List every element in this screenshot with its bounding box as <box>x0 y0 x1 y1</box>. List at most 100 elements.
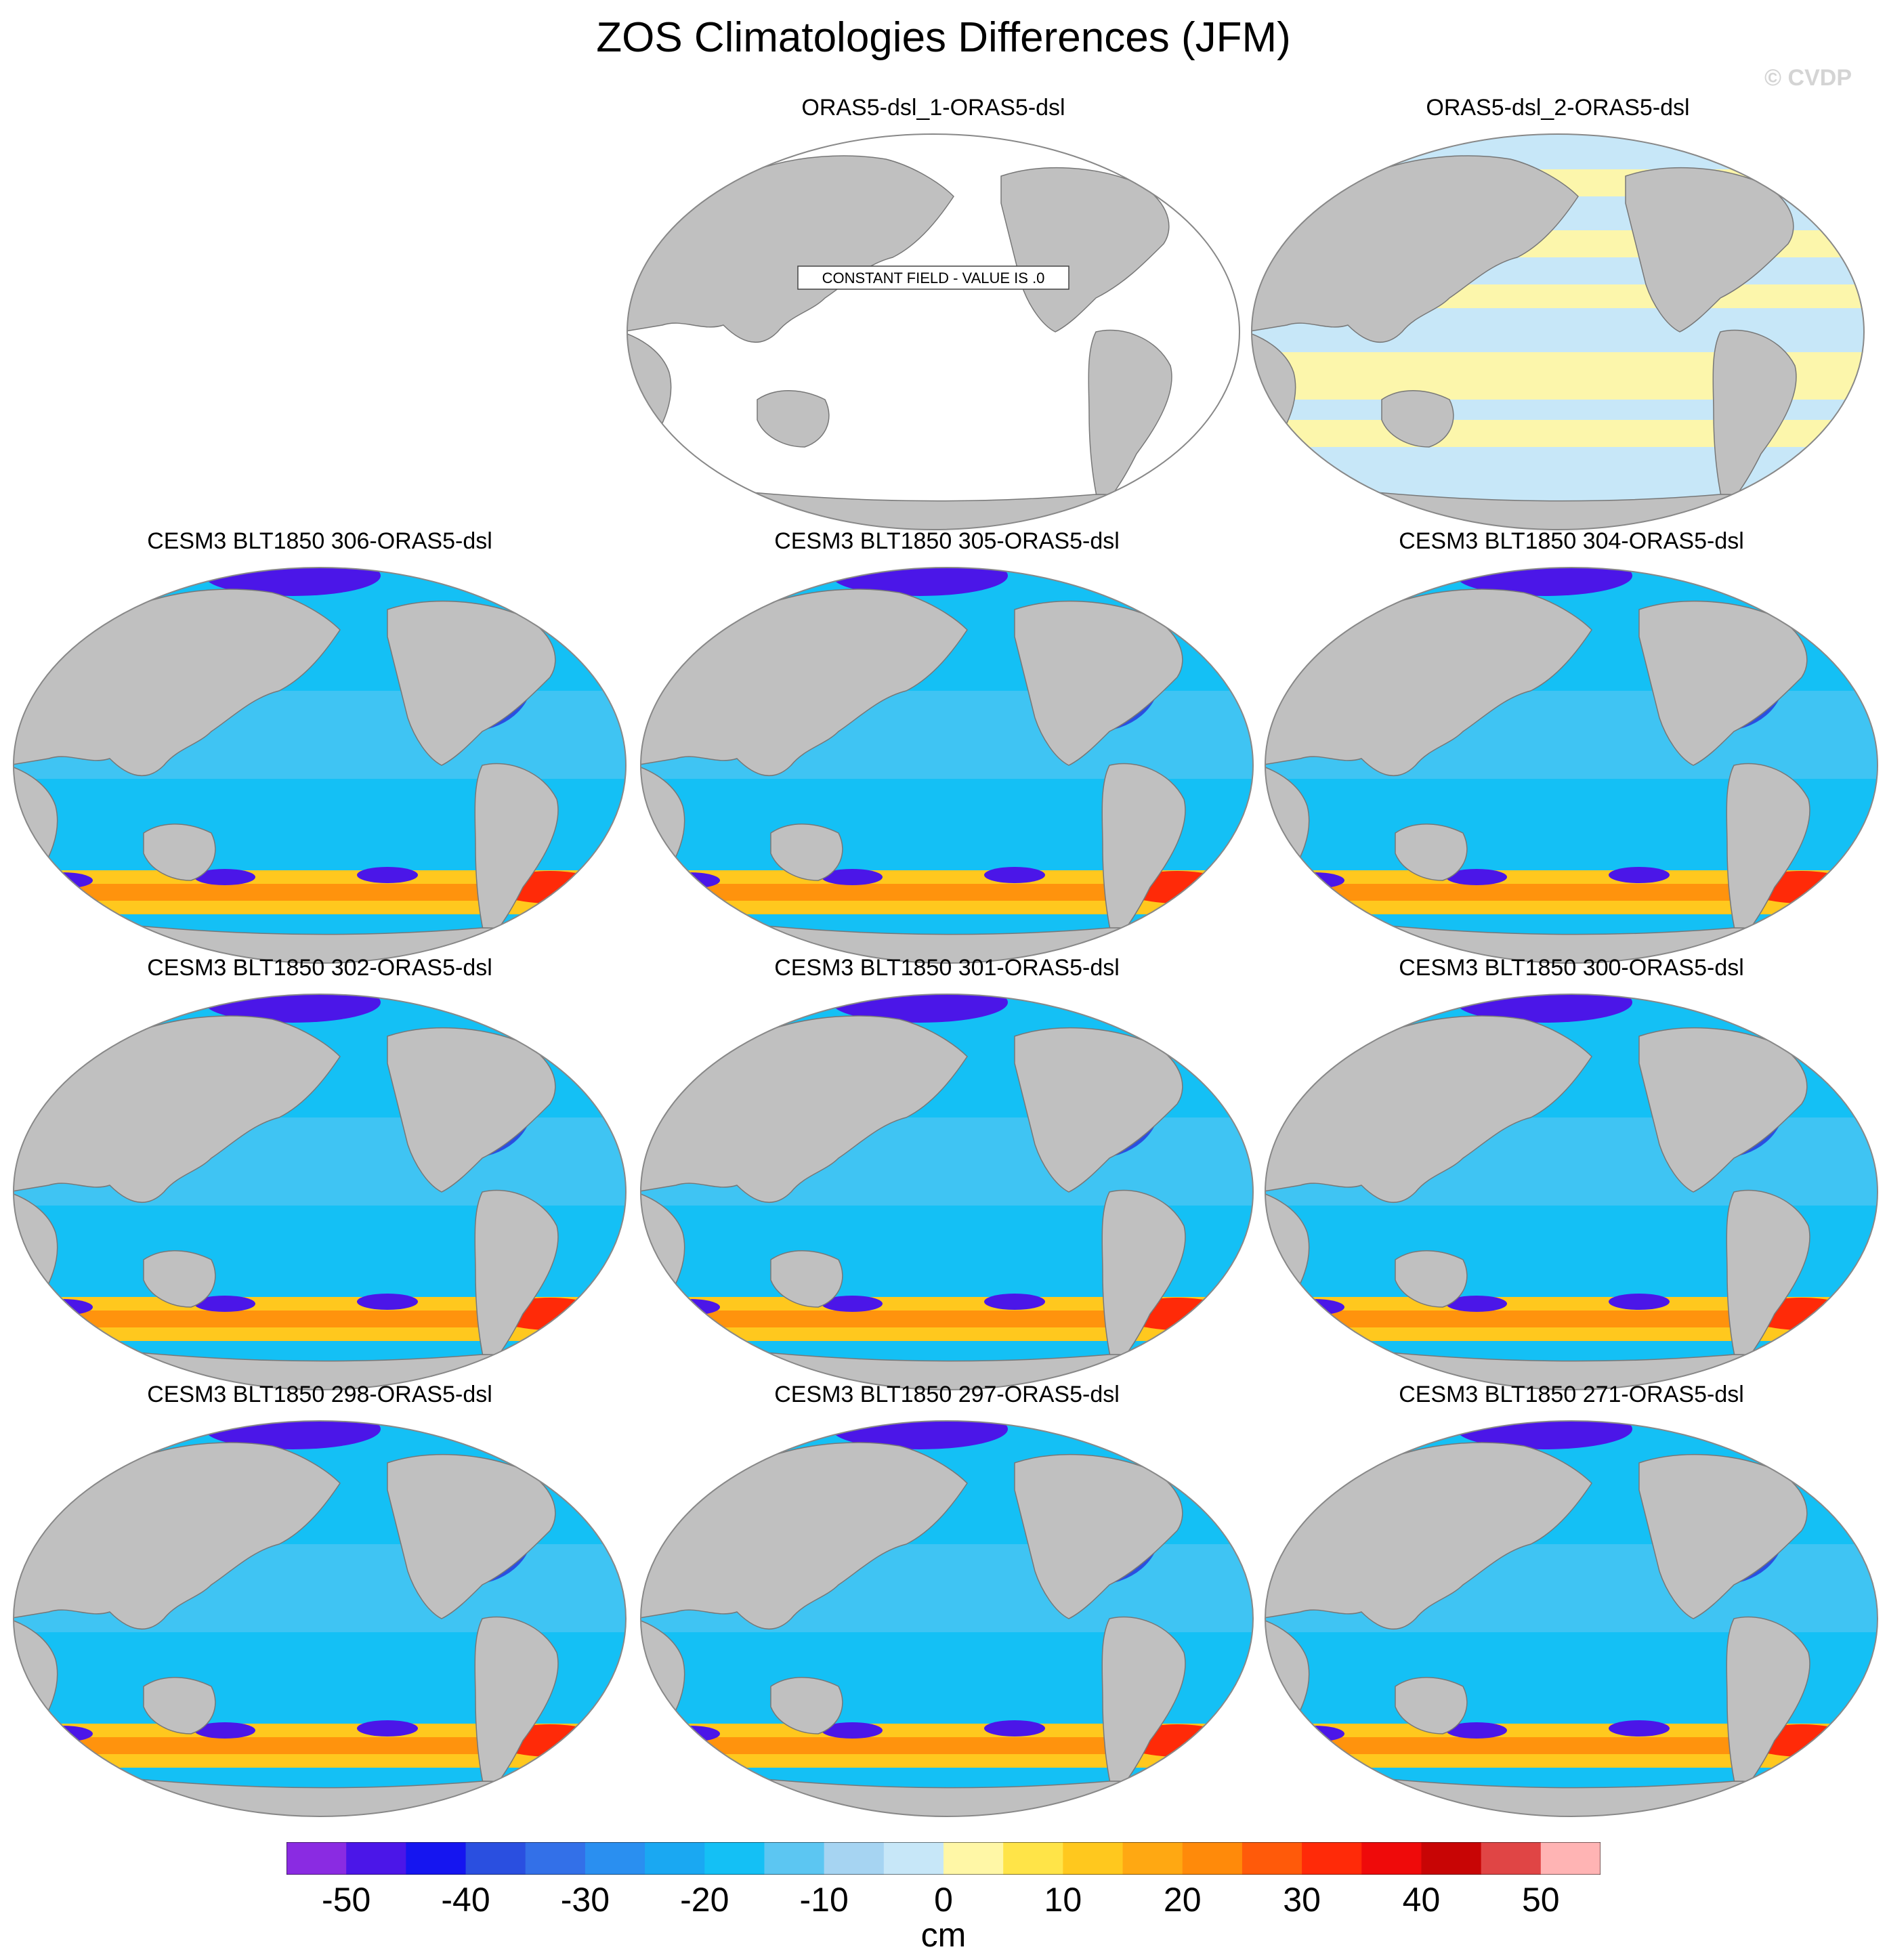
colorbar-swatch <box>287 1842 347 1875</box>
north-america-landmass <box>1638 1453 1808 1619</box>
southern-ocean-eddy <box>357 1294 418 1310</box>
arctic-negative-anomaly <box>832 1421 1008 1449</box>
map-panel: CESM3 BLT1850 271-ORAS5-dsl <box>1260 1382 1883 1825</box>
greenland-landmass <box>522 1000 585 1045</box>
constant-field-note: CONSTANT FIELD - VALUE IS .0 <box>797 265 1069 290</box>
north-america-landmass <box>1638 600 1808 766</box>
robinson-map <box>13 1420 627 1817</box>
robinson-map <box>1265 567 1878 964</box>
colorbar-swatch <box>465 1842 526 1875</box>
southern-ocean-eddy <box>1284 872 1344 889</box>
map-panel: CESM3 BLT1850 297-ORAS5-dsl <box>635 1382 1258 1825</box>
north-america-landmass <box>387 1027 556 1193</box>
panel-title: CESM3 BLT1850 305-ORAS5-dsl <box>774 528 1120 554</box>
arctic-negative-anomaly <box>205 994 381 1023</box>
greenland-landmass <box>1149 1000 1212 1045</box>
map-border <box>1251 133 1865 530</box>
map-panel: CESM3 BLT1850 304-ORAS5-dsl <box>1260 528 1883 972</box>
colorbar-tick-label: -30 <box>560 1881 610 1919</box>
arctic-negative-anomaly <box>832 568 1008 596</box>
colorbar-swatch <box>1242 1842 1302 1875</box>
arctic-negative-anomaly <box>205 1421 381 1449</box>
map-panel: CESM3 BLT1850 305-ORAS5-dsl <box>635 528 1258 972</box>
arctic-negative-anomaly <box>205 568 381 596</box>
robinson-map <box>640 567 1254 964</box>
southern-ocean-eddy <box>1609 1294 1670 1310</box>
map-panel: CESM3 BLT1850 300-ORAS5-dsl <box>1260 955 1883 1399</box>
robinson-map <box>640 1420 1254 1817</box>
southern-ocean-eddy <box>1284 1299 1344 1315</box>
arctic-negative-anomaly <box>832 994 1008 1023</box>
southern-ocean-eddy <box>32 1726 93 1742</box>
southern-ocean-eddy <box>659 1299 720 1315</box>
panel-title: ORAS5-dsl_2-ORAS5-dsl <box>1426 95 1690 121</box>
southern-ocean-eddy <box>822 869 883 885</box>
colorbar-tick-label: 40 <box>1402 1881 1441 1919</box>
robinson-map <box>1265 994 1878 1390</box>
map-panel: CESM3 BLT1850 298-ORAS5-dsl <box>8 1382 631 1825</box>
map-border <box>1265 994 1878 1390</box>
colorbar <box>287 1842 1600 1875</box>
south-america-landmass <box>1712 329 1797 509</box>
greenland-landmass <box>1773 573 1836 618</box>
greenland-landmass <box>1773 1000 1836 1045</box>
southern-ocean-eddy <box>1609 1720 1670 1737</box>
robinson-map <box>13 994 627 1390</box>
map-panel: ORAS5-dsl_2-ORAS5-dsl <box>1246 95 1869 538</box>
greenland-landmass <box>1149 1426 1212 1472</box>
southern-ocean-eddy <box>357 1720 418 1737</box>
map-panel: CESM3 BLT1850 302-ORAS5-dsl <box>8 955 631 1399</box>
colorbar-tick-label: 30 <box>1283 1881 1321 1919</box>
colorbar-swatch <box>585 1842 645 1875</box>
south-america-landmass <box>1726 763 1810 943</box>
colorbar-swatch <box>1122 1842 1183 1875</box>
colorbar-tick-label: -10 <box>799 1881 849 1919</box>
north-america-landmass <box>1014 1453 1183 1619</box>
colorbar-swatch <box>883 1842 944 1875</box>
australia-landmass <box>143 824 216 881</box>
map-border <box>640 567 1254 964</box>
southern-ocean-eddy <box>984 1720 1045 1737</box>
southern-ocean-eddy <box>357 867 418 883</box>
panel-title: CESM3 BLT1850 304-ORAS5-dsl <box>1399 528 1744 554</box>
southern-ocean-eddy <box>822 1296 883 1312</box>
south-america-landmass <box>1101 1189 1186 1369</box>
colorbar-swatch <box>944 1842 1004 1875</box>
colorbar-tick-label: 20 <box>1163 1881 1202 1919</box>
colorbar-swatch <box>1421 1842 1482 1875</box>
colorbar-swatch <box>824 1842 885 1875</box>
south-america-landmass <box>474 763 559 943</box>
colorbar-unit: cm <box>920 1916 967 1954</box>
colorbar-tick-label: -40 <box>441 1881 490 1919</box>
colorbar-swatch <box>645 1842 705 1875</box>
south-america-landmass <box>1088 329 1172 509</box>
southern-ocean-eddy <box>984 1294 1045 1310</box>
australia-landmass <box>770 1677 843 1734</box>
southern-ocean-eddy <box>194 1296 255 1312</box>
australia-landmass <box>143 1677 216 1734</box>
map-border <box>1265 567 1878 964</box>
southern-ocean-eddy <box>822 1722 883 1739</box>
arctic-negative-anomaly <box>1456 1421 1632 1449</box>
robinson-map: CONSTANT FIELD - VALUE IS .0 <box>627 133 1240 530</box>
australia-landmass <box>1395 1677 1468 1734</box>
panel-title: ORAS5-dsl_1-ORAS5-dsl <box>801 95 1065 121</box>
map-border <box>627 133 1240 530</box>
robinson-map <box>640 994 1254 1390</box>
south-america-landmass <box>474 1616 559 1796</box>
colorbar-tick-label: -50 <box>322 1881 371 1919</box>
colorbar-tick-label: -20 <box>680 1881 729 1919</box>
greenland-landmass <box>522 1426 585 1472</box>
australia-landmass <box>770 824 843 881</box>
southern-ocean-eddy <box>1284 1726 1344 1742</box>
australia-landmass <box>770 1250 843 1308</box>
panel-title: CESM3 BLT1850 306-ORAS5-dsl <box>147 528 492 554</box>
figure-title: ZOS Climatologies Differences (JFM) <box>596 14 1291 61</box>
colorbar-swatch <box>1540 1842 1600 1875</box>
arctic-negative-anomaly <box>1456 994 1632 1023</box>
colorbar-swatch <box>1182 1842 1243 1875</box>
panel-title: CESM3 BLT1850 302-ORAS5-dsl <box>147 955 492 981</box>
south-america-landmass <box>1101 763 1186 943</box>
southern-ocean-eddy <box>1446 869 1507 885</box>
southern-ocean-eddy <box>659 872 720 889</box>
